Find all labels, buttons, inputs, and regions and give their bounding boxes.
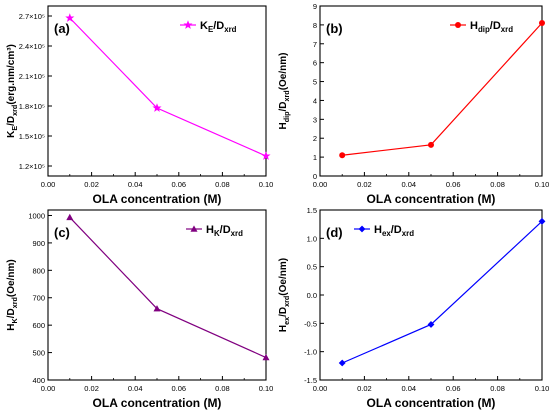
series-line	[341, 220, 543, 364]
x-tick-label: 0.06	[446, 384, 461, 393]
y-tick-label: 4	[313, 96, 317, 105]
x-tick-label: 0.06	[171, 180, 186, 189]
y-tick-label: 3	[313, 115, 317, 124]
y-tick-label: 1.2×10⁵	[19, 162, 45, 171]
panel-label: (c)	[54, 225, 70, 240]
y-tick-label: -1.5	[304, 376, 317, 385]
x-tick-label: 0.10	[259, 180, 274, 189]
y-tick-label: 1.0	[307, 234, 317, 243]
legend-label: HK/Dxrd	[206, 224, 243, 238]
data-point	[152, 103, 162, 112]
series-line	[342, 22, 543, 156]
y-tick-label: 2.4×10⁵	[19, 42, 45, 51]
x-tick-label: 0.06	[446, 180, 461, 189]
data-point	[66, 213, 74, 221]
y-tick-label: 0	[313, 172, 317, 181]
x-tick-label: 0.08	[215, 180, 230, 189]
x-tick-label: 0.06	[171, 384, 186, 393]
y-axis-label: HK/Dxrd(Oe/nm)	[6, 259, 19, 330]
data-point	[428, 141, 434, 148]
x-tick-label: 0.10	[535, 384, 550, 393]
y-tick-label: 900	[32, 239, 45, 248]
y-tick-label: 1.5	[307, 206, 317, 215]
y-tick-label: 5	[313, 78, 317, 87]
legend-label: KE/Dxrd	[200, 20, 237, 34]
x-axis-label: OLA concentration (M)	[93, 396, 222, 410]
y-tick-label: -0.5	[304, 319, 317, 328]
panel-label: (a)	[54, 21, 70, 36]
y-tick-label: 8	[313, 21, 317, 30]
panel-label: (b)	[326, 21, 343, 36]
data-point	[262, 353, 270, 361]
panel-d: 0.00 0.02 0.04 0.06 0.08 0.10 -1.5 -1.0 -0.5 0.0 0…	[278, 206, 549, 410]
data-point	[153, 305, 161, 312]
x-axis-label: OLA concentration (M)	[367, 396, 496, 410]
data-point	[427, 321, 435, 328]
y-tick-label: 1.8×10⁵	[19, 102, 45, 111]
y-tick-label: 0.0	[307, 291, 317, 300]
y-tick-label: 9	[313, 2, 317, 11]
series-line	[69, 17, 267, 157]
data-point	[338, 359, 346, 367]
plot-frame	[319, 209, 543, 381]
y-tick-label: 2.1×10⁵	[19, 72, 45, 81]
legend-marker	[358, 225, 366, 233]
panel-b: 0.00 0.02 0.04 0.06 0.08 0.10 0 1 2 3 4 5 6 7 8 9 OLA co…	[278, 2, 549, 206]
x-tick-label: 0.10	[259, 384, 274, 393]
panel-label: (d)	[326, 225, 343, 240]
x-tick-label: 0.04	[401, 180, 416, 189]
x-tick-label: 0.00	[41, 180, 56, 189]
legend-label: Hex/Dxrd	[374, 224, 414, 238]
x-tick-label: 0.00	[41, 384, 56, 393]
y-tick-label: 400	[32, 376, 45, 385]
y-tick-label: 500	[32, 349, 45, 358]
y-tick-label: 800	[32, 266, 45, 275]
x-tick-label: 0.00	[313, 384, 328, 393]
legend-label: Hdip/Dxrd	[470, 20, 513, 34]
data-point	[261, 151, 271, 160]
x-tick-label: 0.02	[357, 384, 372, 393]
y-tick-label: 700	[32, 294, 45, 303]
data-point	[539, 20, 545, 26]
x-tick-label: 0.10	[535, 180, 550, 189]
y-axis-label: KE/Dxrd(erg.nm/cm³)	[6, 44, 19, 138]
x-tick-label: 0.02	[84, 180, 99, 189]
x-tick-label: 0.08	[490, 384, 505, 393]
x-tick-label: 0.08	[490, 180, 505, 189]
legend-marker	[190, 225, 198, 232]
y-tick-label: 0.5	[307, 263, 317, 272]
x-axis-label: OLA concentration (M)	[93, 192, 222, 206]
data-point	[339, 152, 346, 159]
y-axis-label: Hdip/Dxrd(Oe/nm)	[278, 53, 291, 130]
panel-c: 0.00 0.02 0.04 0.06 0.08 0.10 400 500 600 700 800 9…	[6, 209, 274, 410]
data-point	[65, 13, 75, 22]
y-tick-label: 1.5×10⁵	[19, 132, 45, 141]
y-tick-label: 7	[313, 40, 317, 49]
x-axis-label: OLA concentration (M)	[367, 192, 496, 206]
panel-a: 0.00 0.02 0.04 0.06 0.08 0.10 1.2×10⁵ 1.5×10⁵ 1.…	[6, 5, 274, 206]
y-axis-label: Hex/Dxrd(Oe/nm)	[278, 258, 291, 332]
y-tick-label: 2.7×10⁵	[19, 12, 45, 21]
x-tick-label: 0.02	[84, 384, 99, 393]
x-tick-label: 0.02	[357, 180, 372, 189]
y-tick-label: 1000	[28, 211, 45, 220]
y-tick-label: 6	[313, 59, 317, 68]
x-tick-label: 0.04	[401, 384, 416, 393]
x-tick-label: 0.08	[215, 384, 230, 393]
legend-marker	[183, 20, 193, 29]
y-tick-label: -1.0	[304, 348, 317, 357]
x-tick-label: 0.00	[313, 180, 328, 189]
y-tick-label: 600	[32, 321, 45, 330]
y-tick-label: 1	[313, 153, 317, 162]
data-point	[538, 217, 546, 225]
x-tick-label: 0.04	[128, 384, 143, 393]
series-line	[69, 216, 267, 359]
legend-marker	[455, 22, 461, 28]
y-tick-label: 2	[313, 134, 317, 143]
x-tick-label: 0.04	[128, 180, 143, 189]
